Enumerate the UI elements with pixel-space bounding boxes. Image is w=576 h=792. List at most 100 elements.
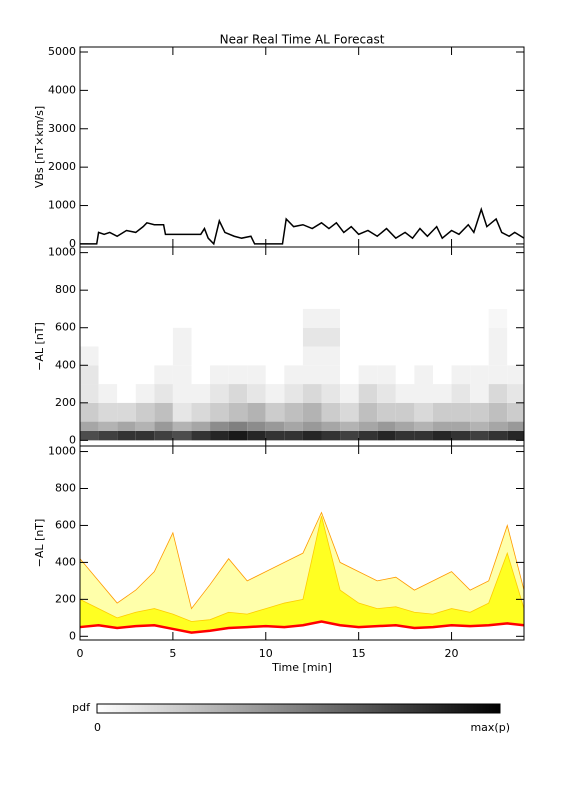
x-tick-label: 15 bbox=[352, 647, 366, 660]
heat-cell bbox=[284, 308, 303, 328]
heat-cell bbox=[154, 365, 173, 385]
heat-cell bbox=[191, 327, 211, 347]
colorbar-min-label: 0 bbox=[94, 721, 101, 734]
heat-cell bbox=[507, 430, 524, 441]
heat-cell bbox=[228, 384, 248, 403]
heat-cell bbox=[228, 402, 248, 422]
heat-cell bbox=[414, 308, 433, 328]
heat-cell bbox=[80, 430, 99, 441]
heat-cell bbox=[172, 327, 192, 347]
heat-cell bbox=[228, 327, 248, 347]
heat-cell bbox=[247, 430, 266, 441]
heat-cell bbox=[507, 346, 524, 366]
heat-cell bbox=[172, 402, 192, 422]
heat-cell bbox=[247, 365, 266, 385]
heat-cell bbox=[135, 430, 155, 441]
heat-cell bbox=[172, 346, 192, 366]
heat-cell bbox=[507, 402, 524, 422]
heat-cell bbox=[98, 308, 118, 328]
y-tick-label: 200 bbox=[55, 592, 76, 605]
heat-cell bbox=[117, 327, 136, 347]
median-line bbox=[79, 620, 525, 634]
heat-cell bbox=[247, 327, 266, 347]
heat-cell bbox=[172, 365, 192, 385]
heat-cell bbox=[358, 346, 378, 366]
heat-cell bbox=[191, 384, 211, 403]
heat-cell bbox=[210, 402, 229, 422]
heat-cell bbox=[414, 365, 433, 385]
y-tick-label: 800 bbox=[55, 283, 76, 296]
plot-frame bbox=[79, 445, 525, 641]
heat-cell bbox=[507, 327, 524, 347]
heat-cell bbox=[377, 327, 396, 347]
heat-cell bbox=[377, 308, 396, 328]
y-tick-label: 0 bbox=[69, 629, 76, 642]
y-tick-label: 2000 bbox=[48, 160, 76, 173]
heat-cell bbox=[395, 308, 415, 328]
chart-title: Near Real Time AL Forecast bbox=[220, 33, 385, 47]
heat-cell bbox=[210, 430, 229, 441]
y-tick-label: 800 bbox=[55, 481, 76, 494]
y-axis-label: VBs [nT×km/s] bbox=[33, 106, 46, 188]
y-tick-label: 0 bbox=[69, 237, 76, 250]
heat-cell bbox=[80, 365, 99, 385]
heat-cell bbox=[451, 421, 471, 431]
heat-cell bbox=[395, 327, 415, 347]
y-tick-label: 1000 bbox=[48, 445, 76, 458]
y-tick-label: 400 bbox=[55, 358, 76, 371]
heat-cell bbox=[321, 421, 341, 431]
heat-cell bbox=[210, 308, 229, 328]
heat-cell bbox=[302, 384, 322, 403]
heat-cell bbox=[414, 327, 433, 347]
heat-cell bbox=[117, 365, 136, 385]
heat-cell bbox=[414, 430, 433, 441]
heat-cell bbox=[80, 421, 99, 431]
heat-cell bbox=[265, 384, 285, 403]
heat-cell bbox=[451, 402, 471, 422]
y-tick-label: 400 bbox=[55, 555, 76, 568]
heat-cell bbox=[284, 421, 303, 431]
heat-cell bbox=[247, 308, 266, 328]
heat-cell bbox=[80, 308, 99, 328]
heat-cell bbox=[470, 346, 489, 366]
heat-cell bbox=[228, 430, 248, 441]
heat-cell bbox=[507, 365, 524, 385]
heat-cell bbox=[265, 402, 285, 422]
heat-cell bbox=[377, 402, 396, 422]
heat-cell bbox=[432, 365, 452, 385]
heat-cell bbox=[340, 402, 359, 422]
data-line bbox=[80, 206, 525, 246]
heat-cell bbox=[98, 421, 118, 431]
heat-cell bbox=[321, 430, 341, 441]
heat-cell bbox=[358, 384, 378, 403]
heat-cell bbox=[228, 346, 248, 366]
y-tick-label: 5000 bbox=[48, 45, 76, 58]
heat-cell bbox=[247, 384, 266, 403]
heat-cell bbox=[414, 402, 433, 422]
heat-cell bbox=[451, 384, 471, 403]
heat-cell bbox=[395, 365, 415, 385]
heat-cell bbox=[98, 430, 118, 441]
heat-cell bbox=[284, 402, 303, 422]
heat-cell bbox=[228, 308, 248, 328]
colorbar-label: pdf bbox=[72, 701, 91, 714]
heat-cell bbox=[265, 430, 285, 441]
heat-cell bbox=[191, 402, 211, 422]
heat-cell bbox=[340, 421, 359, 431]
heat-cell bbox=[377, 365, 396, 385]
heat-cell bbox=[284, 430, 303, 441]
heat-cell bbox=[432, 421, 452, 431]
heat-cell bbox=[117, 346, 136, 366]
heat-cell bbox=[432, 308, 452, 328]
heat-cell bbox=[470, 430, 489, 441]
heat-cell bbox=[80, 384, 99, 403]
heat-cell bbox=[135, 346, 155, 366]
heat-cell bbox=[395, 384, 415, 403]
heat-cell bbox=[377, 346, 396, 366]
heat-cell bbox=[358, 365, 378, 385]
heat-cell bbox=[191, 365, 211, 385]
heat-cell bbox=[488, 365, 508, 385]
heat-cell bbox=[284, 327, 303, 347]
heat-cell bbox=[414, 421, 433, 431]
heat-cell bbox=[488, 384, 508, 403]
